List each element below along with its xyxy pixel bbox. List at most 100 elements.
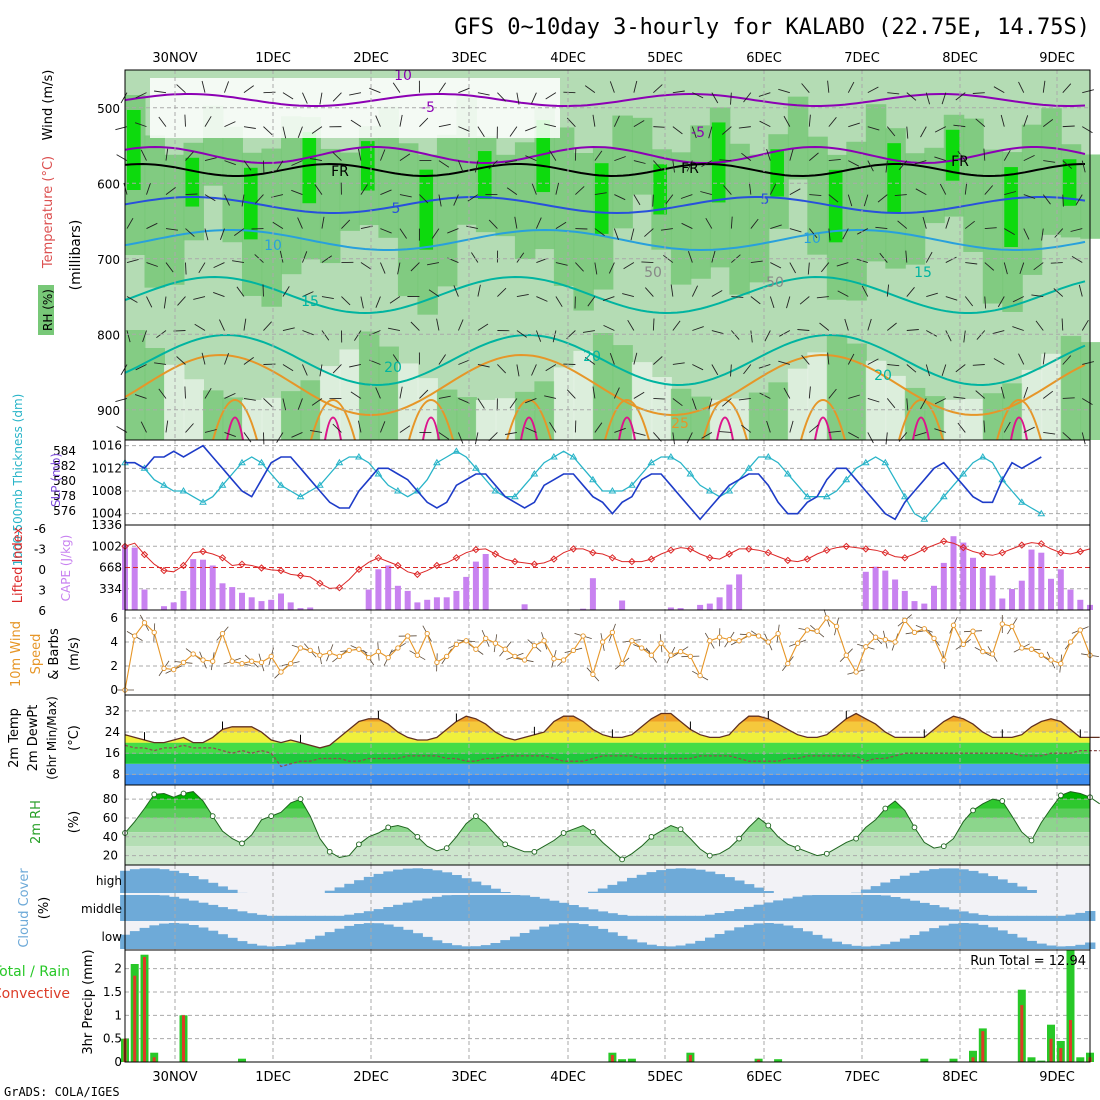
wind-barb xyxy=(885,160,888,173)
cloud-cover-bar xyxy=(734,880,745,893)
wind-barb xyxy=(1004,191,1017,196)
rh-marker xyxy=(268,813,275,819)
wind-barb xyxy=(934,126,946,133)
wind-barb xyxy=(701,160,713,167)
slp-axis-label: SLP (mb) xyxy=(49,453,63,507)
wind-barb xyxy=(319,92,323,105)
wind-barb xyxy=(438,82,446,93)
temperature-contour xyxy=(124,228,1086,252)
cloud-cover-bar xyxy=(500,892,511,893)
cloud-cover-bar xyxy=(1036,915,1047,921)
cape-bar xyxy=(521,604,528,610)
rh-low-shade xyxy=(163,364,185,440)
temperature-band xyxy=(125,732,1090,743)
wind-speed-marker xyxy=(960,641,966,648)
wind-barb xyxy=(730,364,732,377)
wind-barb xyxy=(609,353,615,365)
wind-barb xyxy=(1062,355,1072,365)
wind-speed-marker xyxy=(278,669,284,675)
wind-barb xyxy=(719,431,732,433)
contour-label: -5 xyxy=(691,125,705,141)
wind-barb xyxy=(681,222,693,229)
slp-tick: 1016 xyxy=(91,439,122,453)
wind-barb xyxy=(738,398,751,401)
wind-barb xyxy=(653,84,663,93)
wind-speed-marker xyxy=(902,617,908,624)
rh-shade xyxy=(631,117,653,195)
lifted-index-marker xyxy=(979,550,987,558)
wind-barb xyxy=(282,126,287,139)
thickness-marker xyxy=(920,515,929,522)
wind-barb xyxy=(1082,361,1095,365)
temperature-contour-warm xyxy=(212,399,258,441)
rh-low-shade xyxy=(885,375,906,440)
wind-barb xyxy=(614,156,626,162)
lifted-tick: 0 xyxy=(38,563,46,577)
cloud-cover-bar xyxy=(217,886,228,893)
wind-barb xyxy=(201,80,206,93)
precip-total-bar xyxy=(1066,950,1075,1062)
thickness-marker xyxy=(335,458,344,466)
wind-barb xyxy=(213,262,225,269)
rh-moist-core xyxy=(770,149,784,197)
wind-barb xyxy=(692,364,704,371)
wind-speed-marker xyxy=(599,639,606,645)
thickness-marker xyxy=(218,481,227,488)
wind-barb xyxy=(691,285,699,297)
wind-barb xyxy=(193,296,206,300)
wind-barb xyxy=(380,421,386,433)
temperature-axis-label: Temperature (°C) xyxy=(41,156,56,269)
wind-barb xyxy=(388,327,401,331)
rh-shade xyxy=(670,152,692,285)
thickness-marker xyxy=(628,481,636,488)
cloud-cover-bar xyxy=(685,868,696,893)
lifted-index-marker xyxy=(374,554,383,562)
wind-speed-marker xyxy=(707,638,713,644)
wind-barb xyxy=(828,158,841,162)
cloud-cover-bar xyxy=(363,911,375,921)
wind-barb xyxy=(566,389,576,399)
wind-barb xyxy=(436,318,440,331)
cloud-cover-bar xyxy=(178,923,189,949)
cloud-cover-bar xyxy=(792,928,803,949)
slp-tick: 1008 xyxy=(91,484,122,498)
cloud-cover-bar xyxy=(705,871,716,893)
cloud-cover-bar xyxy=(938,868,950,893)
cloud-cover-bar xyxy=(354,924,365,949)
wind-barb xyxy=(165,148,169,161)
thickness-marker xyxy=(257,458,266,466)
cloud-cover-bar xyxy=(919,902,930,921)
thickness-marker xyxy=(550,453,558,460)
rh-marker xyxy=(970,807,976,814)
cloud-cover-bar xyxy=(617,935,628,949)
thickness-tick: 584 xyxy=(53,444,76,458)
wind-barb xyxy=(140,421,147,433)
contour-label: 15 xyxy=(914,265,932,281)
wind-barb xyxy=(906,92,917,101)
cloud-cover-bar xyxy=(744,906,755,921)
cloud-cover-bar xyxy=(568,905,579,921)
wind-barb xyxy=(525,398,537,404)
cloud-cover-bar xyxy=(500,895,511,921)
slp-line xyxy=(125,444,1042,521)
wind-speed-marker xyxy=(356,646,362,652)
cape-axis-label: CAPE (J/kg) xyxy=(59,535,73,602)
wind-barb xyxy=(525,427,537,433)
cape-tick: 334 xyxy=(99,582,122,596)
wind-barb xyxy=(505,432,517,435)
wind-barb xyxy=(972,92,985,94)
wind-barb xyxy=(380,228,392,234)
precip-convective-bar xyxy=(981,1031,985,1062)
wind-barb xyxy=(609,81,615,93)
wind-barb xyxy=(627,319,635,331)
wind-barb xyxy=(758,92,771,97)
precip-total-bar xyxy=(618,1059,627,1062)
wind-barb xyxy=(723,185,732,195)
thickness-marker xyxy=(881,458,890,466)
wind-tick: 0 xyxy=(110,683,118,697)
cloud-cover-bar xyxy=(315,915,326,921)
cloud-cover-bar xyxy=(724,911,735,921)
wind-barb xyxy=(993,358,1005,365)
cloud-cover-bar xyxy=(237,941,248,949)
wind-barb xyxy=(848,160,860,167)
